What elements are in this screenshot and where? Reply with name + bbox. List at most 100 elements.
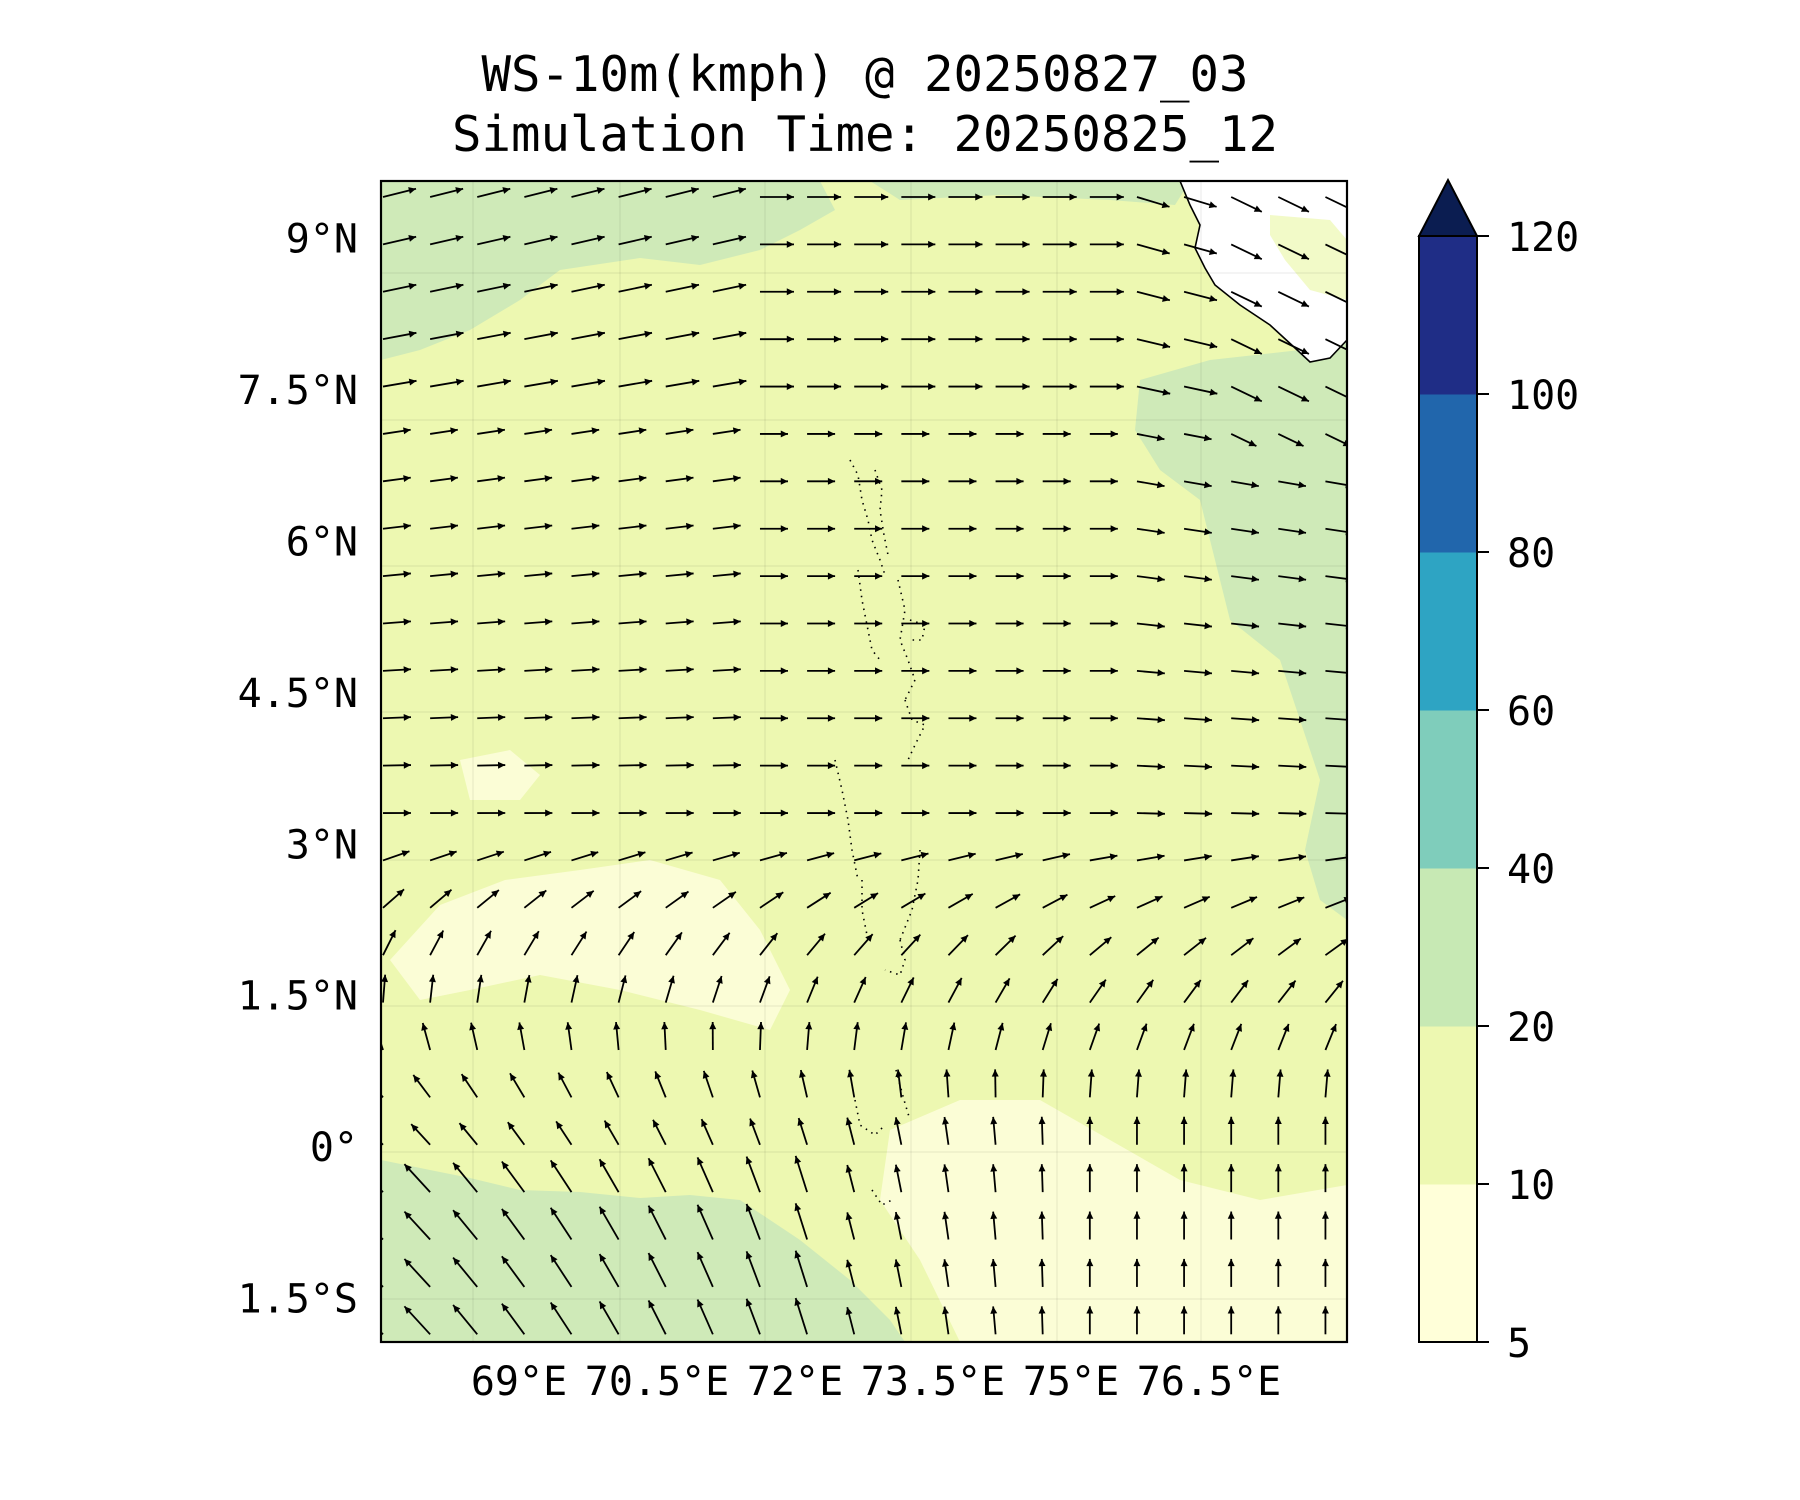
wind-vector-head	[450, 427, 458, 435]
wind-vector-head	[893, 1164, 901, 1173]
wind-vector-head	[597, 282, 605, 290]
wind-vector-head	[780, 525, 788, 533]
wind-vector-head	[1203, 434, 1212, 442]
wind-vector-head	[1323, 1069, 1331, 1077]
wind-vector-head	[1038, 1306, 1046, 1314]
wind-vector-head	[1022, 193, 1030, 201]
wind-vector-head	[780, 714, 788, 722]
wind-vector-head	[1133, 1306, 1141, 1314]
wind-vector-head	[558, 1072, 565, 1081]
wind-vector-head	[455, 378, 464, 386]
wind-vector-head	[920, 851, 929, 859]
wind-vector-head	[875, 620, 883, 627]
title-line-1: WS-10m(kmph) @ 20250827_03	[481, 46, 1249, 103]
wind-vector-shaft	[1325, 243, 1347, 256]
wind-vector-shaft	[381, 1188, 384, 1193]
wind-vector-shaft	[1325, 385, 1347, 398]
wind-vector-shaft	[1325, 669, 1347, 674]
wind-vector-head	[990, 1259, 998, 1267]
wind-vector-head	[1016, 762, 1024, 770]
wind-vector-head	[502, 235, 511, 242]
colorbar-band	[1419, 1184, 1477, 1343]
colorbar-band	[1419, 1026, 1477, 1185]
wind-vector-head	[1298, 716, 1307, 724]
wind-vector-head	[1253, 395, 1262, 402]
wind-vector-head	[408, 235, 417, 242]
colorbar-band	[1419, 868, 1477, 1027]
wind-vector-head	[592, 809, 600, 817]
wind-vector-head	[881, 193, 889, 201]
wind-vector-head	[633, 891, 642, 899]
colorbar-tick-label: 60	[1507, 689, 1555, 735]
wind-vector-head	[922, 525, 930, 533]
wind-vector-head	[833, 383, 842, 391]
colorbar-band	[1419, 394, 1477, 553]
lat-tick-label: 1.5°S	[238, 1277, 358, 1323]
wind-vector-head	[1292, 938, 1301, 946]
wind-vector-head	[1055, 936, 1064, 944]
wind-vector-head	[1016, 430, 1024, 438]
wind-vector-head	[1300, 347, 1309, 354]
wind-vector-head	[1227, 1306, 1235, 1314]
wind-vector-head	[847, 1069, 855, 1078]
wind-vector-head	[1162, 341, 1171, 349]
wind-vector-head	[1276, 1069, 1284, 1077]
wind-vector-head	[827, 477, 836, 485]
wind-vector-head	[403, 761, 411, 769]
wind-vector-head	[408, 330, 417, 338]
wind-vector-head	[969, 667, 977, 675]
wind-vector-head	[942, 1211, 949, 1220]
wind-vector-head	[960, 935, 968, 943]
lon-tick-label: 75°E	[1023, 1359, 1119, 1405]
wind-vector-head	[893, 1117, 901, 1126]
wind-vector-head	[928, 383, 936, 391]
wind-vector-head	[942, 1164, 949, 1173]
wind-vector-head	[1050, 978, 1058, 987]
wind-vector-head	[738, 187, 746, 194]
wind-vector-head	[403, 666, 411, 674]
wind-vector-head	[1116, 383, 1124, 391]
wind-vector-head	[1227, 1258, 1235, 1267]
wind-vector-head	[1348, 206, 1356, 212]
lon-tick-label: 72°E	[747, 1359, 843, 1405]
wind-vector-head	[404, 1258, 412, 1267]
wind-vector-head	[881, 335, 889, 343]
wind-vector-head	[928, 240, 936, 248]
wind-vector-head	[638, 427, 647, 435]
wind-vector-head	[1063, 477, 1071, 485]
wind-vector-head	[448, 850, 457, 858]
wind-vector-head	[1321, 1116, 1329, 1124]
wind-vector-head	[893, 1259, 901, 1268]
wind-vector-head	[780, 572, 788, 580]
wind-vector-head	[1086, 1211, 1094, 1219]
wind-vector-head	[1298, 853, 1307, 861]
wind-vector-head	[545, 809, 553, 817]
wind-vector-head	[1093, 1023, 1101, 1032]
wind-vector-head	[453, 1257, 461, 1266]
wind-vector-head	[1140, 1023, 1148, 1032]
wind-vector-head	[827, 762, 836, 770]
wind-vector-head	[1330, 1024, 1337, 1033]
wind-vector-head	[411, 1124, 419, 1132]
wind-vector-head	[922, 667, 930, 675]
wind-vector-head	[544, 666, 553, 674]
wind-vector-head	[942, 1259, 949, 1267]
wind-vector-head	[1110, 572, 1118, 580]
wind-vector-head	[639, 618, 647, 626]
lat-tick-label: 3°N	[286, 822, 358, 868]
wind-vector-head	[1300, 300, 1309, 307]
land-land-shading	[1270, 215, 1347, 300]
colorbar-tick-label: 100	[1507, 373, 1579, 419]
wind-vector-head	[356, 1213, 364, 1221]
wind-vector-head	[922, 620, 930, 627]
wind-vector-head	[1209, 388, 1218, 396]
wind-vector-head	[403, 713, 411, 721]
wind-vector-head	[1038, 1211, 1046, 1219]
wind-vector-head	[775, 892, 784, 900]
wind-vector-head	[685, 427, 694, 435]
wind-vector-head	[875, 525, 883, 533]
wind-vector-head	[1300, 252, 1309, 260]
wind-vector-head	[827, 572, 836, 580]
wind-vector-head	[1204, 763, 1213, 771]
